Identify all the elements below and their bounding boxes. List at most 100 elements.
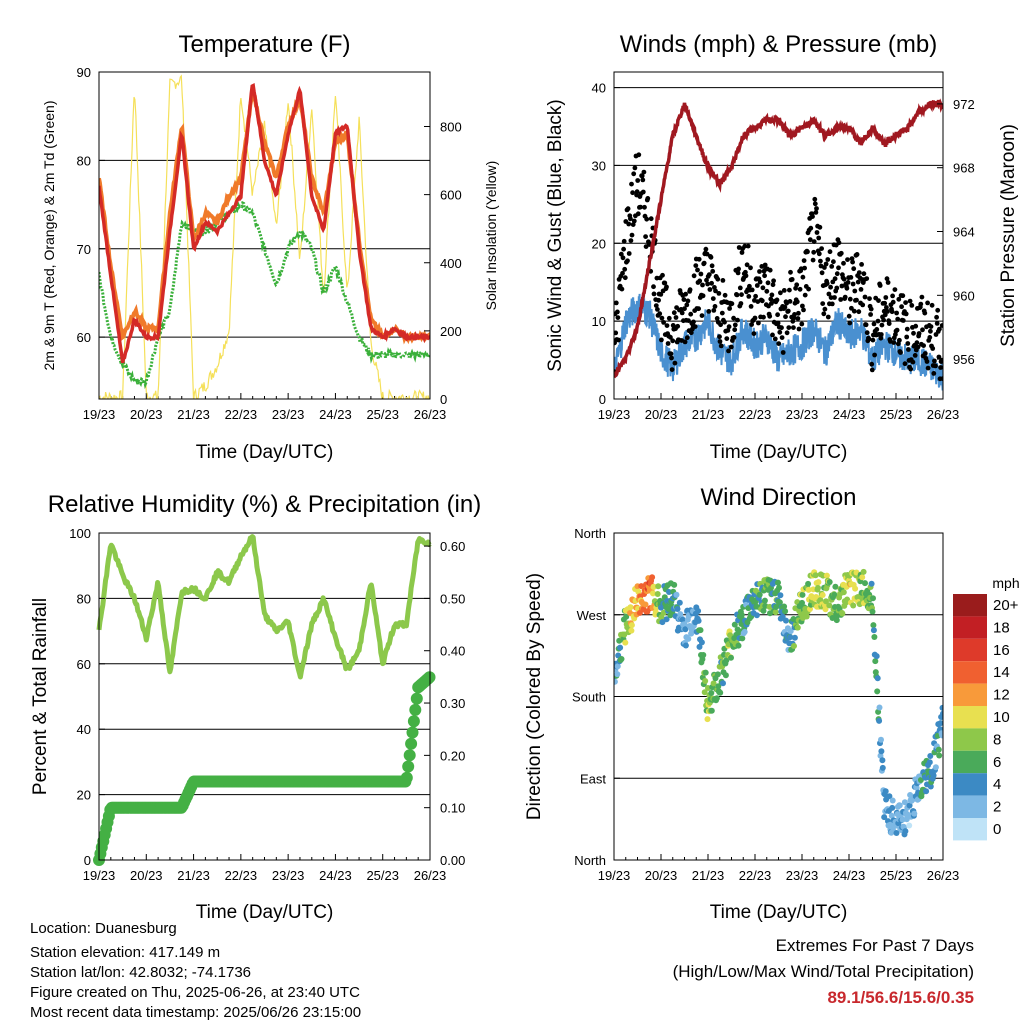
gust-point [811,239,817,245]
gust-point [897,337,902,343]
gust-point [718,322,723,328]
gust-point [771,278,776,284]
gust-point [848,275,854,280]
gust-point [930,346,936,351]
gust-point [794,282,800,288]
precip-point [406,726,419,739]
gust-point [779,325,784,331]
gust-point [800,274,806,280]
y2-tick-label: 968 [953,161,975,176]
gust-point [858,287,864,292]
gust-point [762,273,767,279]
gust-point [659,315,665,321]
gust-point [748,265,753,271]
gust-point [736,266,741,272]
direction-point [708,707,715,714]
gust-point [838,250,844,256]
gust-point [618,251,624,257]
gust-point [704,277,709,283]
gust-point [751,331,757,336]
direction-point [927,783,934,790]
panel-title: Winds (mph) & Pressure (mb) [620,31,937,58]
y2-tick-label: 0.10 [440,801,465,816]
gust-point [724,336,730,341]
gust-point [778,290,783,296]
y2-tick-label: 0.00 [440,853,465,868]
gust-point [921,343,926,348]
x-tick-label: 25/23 [366,868,399,883]
legend-label: 0 [993,821,1001,838]
y2-axis-label: Solar Insolation (Yellow) [483,161,499,311]
gust-point [757,269,762,274]
gust-point [625,258,630,264]
temperature-9m-line [99,90,430,345]
x-tick-label: 23/23 [272,868,305,883]
x-tick-label: 24/23 [833,407,866,422]
gust-point [722,292,728,298]
y-tick-label: 20 [592,236,606,251]
x-tick-label: 20/23 [130,868,163,883]
gust-point [807,237,813,243]
direction-point [696,643,703,650]
direction-point [775,579,781,586]
gust-point [664,323,670,328]
gust-point [631,218,637,224]
legend-swatch [953,638,987,662]
gust-point [780,350,786,355]
gust-point [754,283,760,288]
gust-point [614,330,619,336]
legend-swatch [953,616,987,639]
legend-label: 12 [993,687,1010,704]
gust-point [826,291,832,297]
gust-point [823,261,829,267]
direction-point [870,622,877,629]
x-axis-label: Time (Day/UTC) [196,902,334,923]
gust-point [836,265,841,271]
direction-point [781,603,788,610]
direction-point [879,764,886,771]
direction-point [874,675,881,682]
gust-point [841,276,847,282]
gust-point [700,282,705,288]
gust-point [825,314,831,320]
legend-swatch [953,818,987,841]
x-tick-label: 23/23 [786,868,819,883]
gust-point [928,328,933,334]
y-axis-label: Sonic Wind & Gust (Blue, Black) [545,99,566,371]
direction-point [822,606,829,613]
x-tick-label: 25/23 [366,407,399,422]
gust-point [720,278,726,283]
gust-point [711,308,717,313]
direction-point [679,616,686,623]
gust-point [673,315,679,320]
gust-point [682,339,688,345]
gust-point [735,317,740,323]
direction-point [833,617,840,624]
location-text: Location: Duanesburg [30,920,177,937]
direction-point [787,634,794,641]
gust-point [885,280,891,285]
gust-point [827,249,833,255]
x-tick-label: 26/23 [414,868,447,883]
gust-point [864,276,870,281]
gust-point [819,270,825,276]
gust-point [756,320,761,326]
gust-point [925,300,930,306]
direction-point [738,612,745,618]
gust-point [844,285,850,291]
gust-point [894,327,900,333]
direction-point [710,680,717,687]
gust-point [747,283,752,289]
direction-point [907,792,914,798]
gust-point [842,294,848,300]
gust-point [753,293,758,299]
gust-point [629,232,635,238]
gust-point [648,216,654,222]
gust-point [895,316,901,322]
direction-point [870,627,877,634]
gust-point [890,299,896,305]
gust-point [894,310,899,316]
precip-point [410,692,423,705]
direction-point [623,613,630,620]
gust-point [746,294,752,299]
